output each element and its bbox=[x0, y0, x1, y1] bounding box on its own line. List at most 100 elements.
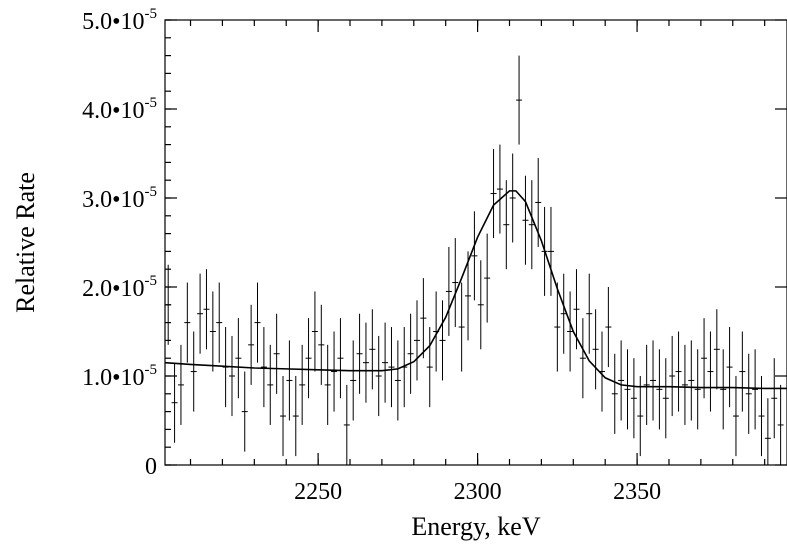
y-tick-label: 0 bbox=[145, 454, 157, 480]
data-point bbox=[758, 376, 765, 457]
data-point bbox=[720, 349, 727, 430]
data-point bbox=[771, 358, 778, 439]
data-point bbox=[509, 153, 516, 243]
data-point bbox=[369, 309, 376, 390]
data-point bbox=[407, 313, 414, 394]
fit-curve bbox=[165, 190, 787, 390]
data-point bbox=[273, 313, 280, 394]
data-point bbox=[484, 233, 491, 323]
data-point bbox=[452, 238, 459, 328]
data-point bbox=[618, 340, 625, 421]
data-point bbox=[739, 331, 746, 412]
data-point bbox=[471, 211, 478, 301]
data-point bbox=[586, 273, 593, 354]
data-point bbox=[260, 327, 267, 408]
data-point bbox=[745, 353, 752, 434]
y-tick-label: 3.0•10-5 bbox=[82, 184, 157, 213]
data-point bbox=[752, 349, 759, 430]
data-point bbox=[420, 278, 427, 359]
data-point bbox=[209, 291, 216, 372]
data-point bbox=[777, 384, 784, 465]
data-point bbox=[567, 291, 574, 372]
data-point bbox=[592, 309, 599, 390]
data-point bbox=[439, 300, 446, 381]
data-point bbox=[241, 371, 248, 452]
data-point bbox=[560, 273, 567, 354]
data-point bbox=[331, 331, 338, 412]
data-point bbox=[413, 300, 420, 381]
x-axis-title: Energy, keV bbox=[411, 512, 540, 541]
data-point bbox=[650, 340, 657, 421]
data-point bbox=[688, 340, 695, 421]
data-point bbox=[203, 269, 210, 350]
data-point bbox=[177, 344, 184, 425]
data-point bbox=[382, 322, 389, 403]
data-point bbox=[662, 358, 669, 439]
data-point bbox=[643, 344, 650, 425]
y-tick-label: 5.0•10-5 bbox=[82, 6, 157, 35]
data-point bbox=[171, 362, 178, 443]
data-point bbox=[496, 144, 503, 234]
data-point bbox=[732, 376, 739, 457]
y-tick-label: 2.0•10-5 bbox=[82, 273, 157, 302]
data-point bbox=[516, 55, 523, 145]
data-point bbox=[197, 273, 204, 354]
data-point bbox=[190, 331, 197, 412]
data-point bbox=[707, 331, 714, 412]
data-point bbox=[726, 327, 733, 408]
data-point bbox=[394, 340, 401, 421]
plot-area bbox=[165, 55, 787, 465]
data-point bbox=[669, 335, 676, 417]
data-point bbox=[343, 384, 350, 465]
data-point bbox=[477, 260, 484, 350]
data-point bbox=[694, 349, 701, 430]
data-point bbox=[286, 340, 293, 421]
data-point bbox=[254, 282, 261, 363]
data-point bbox=[630, 358, 637, 439]
plot-frame bbox=[164, 19, 787, 466]
data-point bbox=[388, 327, 395, 408]
data-point bbox=[490, 149, 497, 239]
data-point bbox=[292, 376, 299, 457]
data-point bbox=[318, 304, 325, 385]
data-point bbox=[426, 327, 433, 408]
data-point bbox=[311, 291, 318, 372]
data-point bbox=[554, 282, 561, 372]
data-point bbox=[701, 318, 708, 399]
y-tick-label: 4.0•10-5 bbox=[82, 95, 157, 124]
data-point bbox=[503, 180, 510, 270]
data-point bbox=[324, 344, 331, 425]
data-point bbox=[605, 287, 612, 368]
data-point bbox=[547, 206, 554, 296]
y-axis-title: Relative Rate bbox=[11, 172, 40, 313]
axes: 0 1.0•10-5 2.0•10-5 3.0•10-5 4.0•10-5 5.0•10-… bbox=[82, 6, 787, 505]
data-point bbox=[458, 282, 465, 372]
data-point bbox=[375, 335, 382, 417]
data-point bbox=[764, 398, 771, 465]
data-point bbox=[228, 335, 235, 417]
y-tick-label: 1.0•10-5 bbox=[82, 362, 157, 391]
x-tick-label: 2300 bbox=[454, 479, 502, 505]
data-point bbox=[235, 318, 242, 399]
data-point bbox=[267, 344, 274, 425]
data-point bbox=[216, 282, 223, 363]
data-point bbox=[522, 175, 529, 265]
data-point bbox=[280, 376, 287, 457]
data-point bbox=[465, 251, 472, 341]
data-point bbox=[305, 318, 312, 399]
data-point bbox=[681, 344, 688, 425]
x-tick-label: 2250 bbox=[294, 479, 342, 505]
data-point bbox=[713, 309, 720, 390]
data-point bbox=[356, 313, 363, 394]
data-point bbox=[184, 282, 191, 363]
data-point bbox=[656, 349, 663, 430]
data-point bbox=[637, 376, 644, 457]
data-point bbox=[528, 180, 535, 270]
data-point bbox=[299, 344, 306, 425]
data-marks bbox=[165, 55, 787, 465]
x-tick-label: 2350 bbox=[613, 479, 661, 505]
data-point bbox=[445, 246, 452, 336]
data-point bbox=[624, 349, 631, 430]
data-point bbox=[579, 318, 586, 399]
